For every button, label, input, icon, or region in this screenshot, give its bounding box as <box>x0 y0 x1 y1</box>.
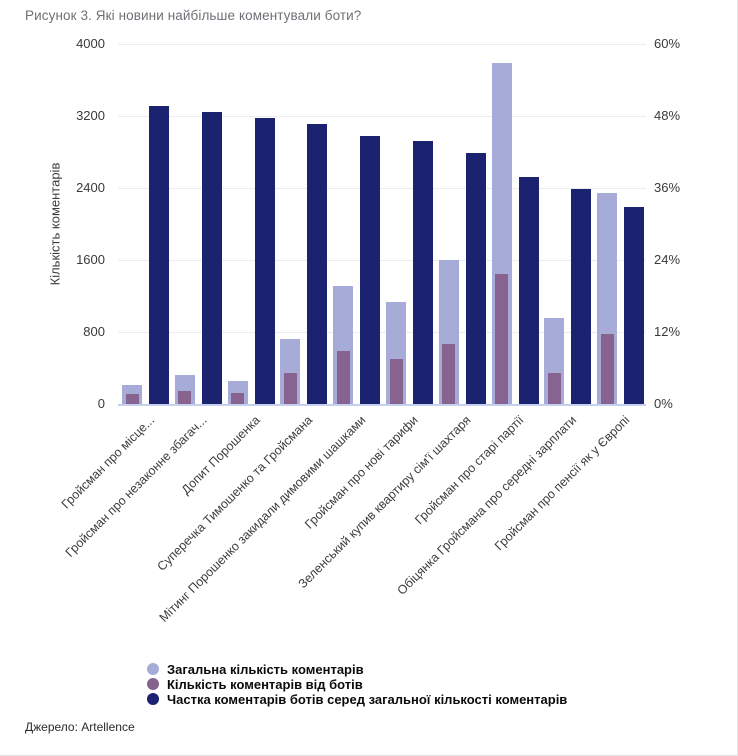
bar-bot-comments[interactable] <box>178 390 192 404</box>
x-axis-category-label: Мітинг Порошенко закидали димовими шашка… <box>156 413 369 625</box>
bar-bot-share[interactable] <box>307 124 328 404</box>
bar-bot-share[interactable] <box>571 189 592 404</box>
gridline <box>118 332 646 333</box>
legend-item[interactable]: Частка коментарів ботів серед загальної … <box>147 691 568 707</box>
y-axis-tick-label: 2400 <box>76 180 105 195</box>
y2-axis-tick-label: 0% <box>654 396 673 411</box>
legend-item[interactable]: Загальна кількість коментарів <box>147 661 567 677</box>
y-axis-tick-label: 4000 <box>76 36 105 51</box>
x-axis-category-label: Гройсман про місце... <box>58 413 157 512</box>
bar-bot-share[interactable] <box>624 207 645 404</box>
gridline <box>118 260 646 261</box>
bar-bot-comments[interactable] <box>283 373 297 404</box>
bar-bot-share[interactable] <box>413 141 433 404</box>
gridline <box>118 188 646 189</box>
y-axis-tick-label: 0 <box>97 396 105 411</box>
legend-item[interactable]: Кількість коментарів від ботів <box>147 676 567 692</box>
bar-bot-share[interactable] <box>360 135 381 404</box>
y-axis-tick-label: 3200 <box>76 108 105 123</box>
legend-item-label: Частка коментарів ботів серед загальної … <box>167 691 568 707</box>
bar-bot-share[interactable] <box>518 176 539 404</box>
y2-axis-tick-label: 12% <box>654 324 681 339</box>
x-axis-category-label: Обіцянка Гройсмана про середні зарплати <box>394 413 580 598</box>
y-axis-tick-label: 1600 <box>76 252 105 267</box>
bar-bot-comments[interactable] <box>336 350 350 404</box>
bar-bot-comments[interactable] <box>231 392 245 404</box>
y2-axis-tick-label: 36% <box>654 180 681 195</box>
legend-item-label: Кількість коментарів від ботів <box>167 676 363 692</box>
y2-axis-tick-label: 60% <box>654 36 681 51</box>
source-note: Джерело: Artellence <box>25 720 135 734</box>
legend-color-dot-icon <box>147 663 159 675</box>
chart-title: Рисунок 3. Які новини найбільше коментув… <box>25 8 362 23</box>
x-axis-line <box>118 404 646 406</box>
legend-color-dot-icon <box>147 693 159 705</box>
bar-bot-comments[interactable] <box>495 273 509 404</box>
bar-bot-comments[interactable] <box>389 359 403 404</box>
gridline <box>118 116 646 117</box>
bar-bot-share[interactable] <box>465 153 486 404</box>
bar-bot-share[interactable] <box>201 111 222 404</box>
y2-axis-tick-label: 24% <box>654 252 681 267</box>
gridline <box>118 44 646 45</box>
bar-bot-share[interactable] <box>149 105 169 404</box>
bar-bot-comments[interactable] <box>125 394 139 404</box>
x-axis-category-label: Гройсман про старі партії <box>412 413 527 528</box>
bar-bot-comments[interactable] <box>442 343 456 404</box>
legend-color-dot-icon <box>147 678 159 690</box>
bar-bot-share[interactable] <box>254 117 275 404</box>
y-axis-tick-label: 800 <box>83 324 105 339</box>
bar-bot-comments[interactable] <box>600 333 614 404</box>
legend-item-label: Загальна кількість коментарів <box>167 661 364 677</box>
y2-axis-tick-label: 48% <box>654 108 681 123</box>
plot-area <box>118 44 646 406</box>
legend: Загальна кількість коментарів Кількість к… <box>147 661 568 707</box>
bar-bot-comments[interactable] <box>547 372 561 404</box>
